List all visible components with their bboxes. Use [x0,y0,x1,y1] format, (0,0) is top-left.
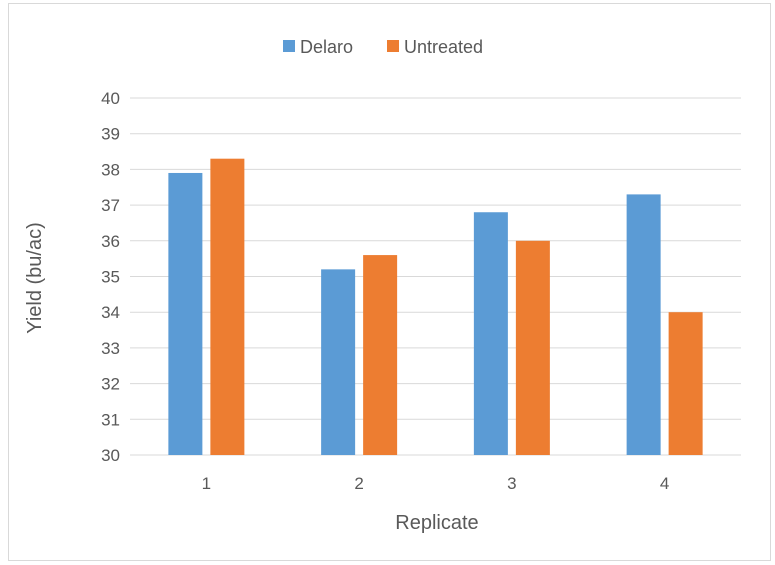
y-tick-label: 34 [101,303,120,322]
y-tick-label: 33 [101,339,120,358]
legend-label-untreated: Untreated [404,37,483,57]
bar-untreated-replicate-4 [668,312,703,455]
y-tick-label: 36 [101,232,120,251]
y-tick-label: 32 [101,375,120,394]
y-tick-label: 35 [101,268,120,287]
bar-delaro-replicate-3 [473,212,508,455]
y-tick-labels: 30 31 32 33 34 35 36 37 38 39 40 [101,89,120,465]
x-tick-label: 2 [354,474,363,493]
x-tick-label: 1 [202,474,211,493]
y-tick-label: 30 [101,446,120,465]
bars [168,158,703,455]
legend-swatch-delaro [283,40,295,52]
x-tick-labels: 1 2 3 4 [202,474,670,493]
legend: Delaro Untreated [283,37,483,57]
y-tick-label: 31 [101,410,120,429]
bar-delaro-replicate-4 [626,194,661,455]
bar-untreated-replicate-1 [210,158,245,455]
bar-delaro-replicate-1 [168,172,203,455]
legend-label-delaro: Delaro [300,37,353,57]
x-axis-title: Replicate [395,512,478,534]
y-axis-title: Yield (bu/ac) [24,222,46,334]
x-tick-label: 3 [507,474,516,493]
y-tick-label: 39 [101,125,120,144]
y-tick-label: 37 [101,196,120,215]
y-tick-label: 40 [101,89,120,108]
legend-swatch-untreated [387,40,399,52]
bar-untreated-replicate-3 [515,240,550,455]
y-tick-label: 38 [101,160,120,179]
bar-delaro-replicate-2 [321,269,356,455]
x-tick-label: 4 [660,474,669,493]
bar-untreated-replicate-2 [363,255,398,455]
